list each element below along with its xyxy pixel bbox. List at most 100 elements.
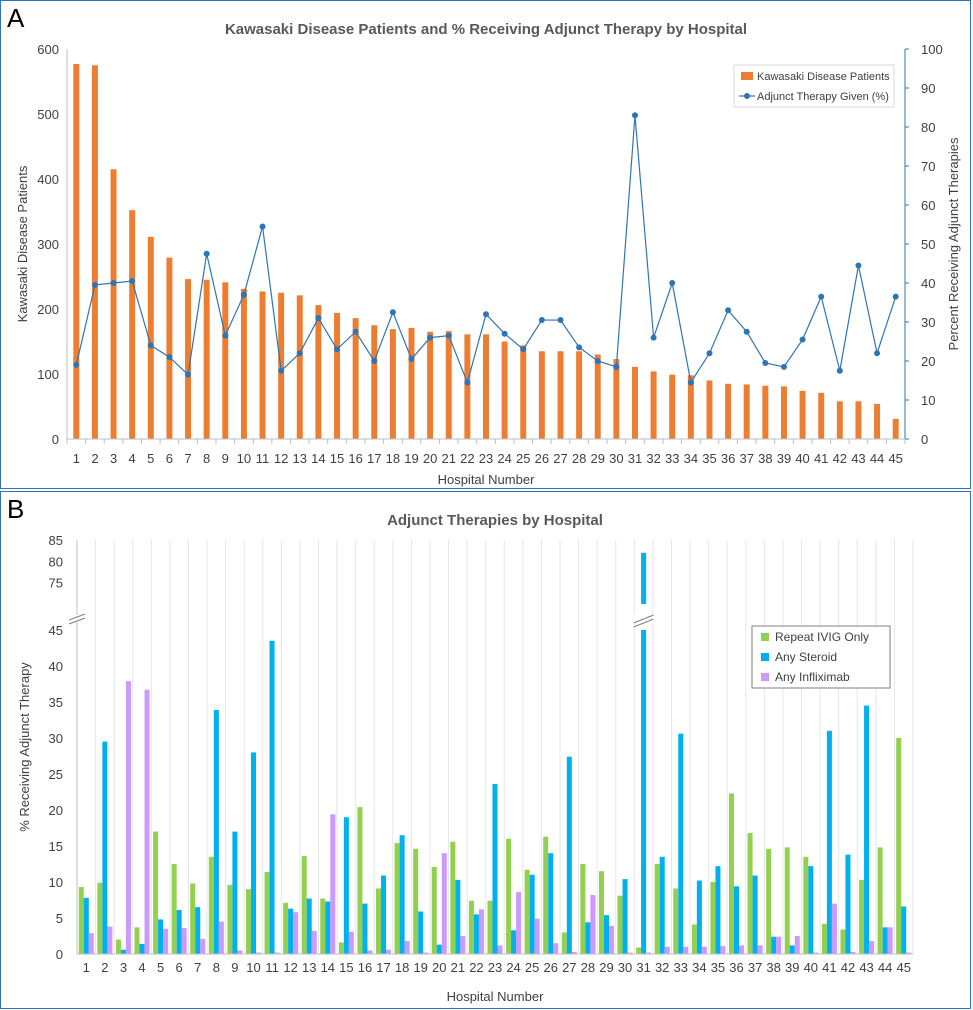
any-infliximab-bar-30 <box>627 952 633 954</box>
any-steroid-bar-9 <box>232 831 238 954</box>
repeat-ivig-only-bar-7 <box>190 883 196 954</box>
b-x-tick-label-17: 17 <box>376 960 390 975</box>
any-steroid-bar-20 <box>436 944 442 954</box>
patients-bar-38 <box>762 385 769 439</box>
b-y-tick-label: 0 <box>56 947 63 962</box>
any-steroid-bar-31 <box>641 630 647 954</box>
adjunct-point-36 <box>725 307 732 314</box>
adjunct-point-30 <box>613 363 620 370</box>
repeat-ivig-only-bar-10 <box>245 889 251 954</box>
b-x-tick-label-35: 35 <box>711 960 725 975</box>
repeat-ivig-only-bar-11 <box>264 871 270 954</box>
repeat-ivig-only-bar-18 <box>394 843 400 954</box>
any-infliximab-bar-26 <box>553 943 559 954</box>
any-infliximab-bar-22 <box>478 909 484 954</box>
patients-bar-3 <box>110 169 117 439</box>
x-tick-label-29: 29 <box>590 451 604 466</box>
repeat-ivig-only-bar-41 <box>821 923 827 954</box>
right-tick-label: 20 <box>921 354 935 369</box>
any-infliximab-bar-42 <box>850 951 856 954</box>
x-tick-label-26: 26 <box>535 451 549 466</box>
any-infliximab-bar-40 <box>813 952 819 954</box>
b-x-tick-label-11: 11 <box>265 960 279 975</box>
legend-b-label-2: Any Infliximab <box>775 670 850 684</box>
right-tick-label: 60 <box>921 198 935 213</box>
b-x-tick-label-44: 44 <box>878 960 892 975</box>
b-x-tick-label-2: 2 <box>101 960 108 975</box>
any-infliximab-bar-10 <box>255 952 262 954</box>
b-x-tick-label-8: 8 <box>213 960 220 975</box>
patients-bar-31 <box>631 366 638 439</box>
patients-bar-4 <box>129 210 136 439</box>
patients-bar-14 <box>315 305 322 439</box>
x-tick-label-38: 38 <box>758 451 772 466</box>
b-x-tick-label-32: 32 <box>655 960 669 975</box>
x-tick-label-36: 36 <box>721 451 735 466</box>
x-tick-label-21: 21 <box>442 451 456 466</box>
legend-a-adjunct: Adjunct Therapy Given (%) <box>757 91 889 103</box>
right-tick-label: 0 <box>921 432 928 447</box>
adjunct-point-12 <box>278 367 285 374</box>
b-x-tick-label-31: 31 <box>636 960 650 975</box>
adjunct-point-29 <box>594 358 601 364</box>
b-x-tick-label-9: 9 <box>231 960 238 975</box>
right-tick-label: 90 <box>921 81 935 96</box>
any-steroid-bar-37 <box>752 875 758 954</box>
x-tick-label-18: 18 <box>386 451 400 466</box>
adjunct-point-32 <box>650 334 657 341</box>
patients-bar-29 <box>594 354 601 439</box>
x-tick-label-28: 28 <box>572 451 586 466</box>
x-tick-label-5: 5 <box>147 451 154 466</box>
any-infliximab-bar-33 <box>683 946 689 954</box>
any-infliximab-bar-35 <box>720 946 726 954</box>
any-infliximab-bar-34 <box>701 946 707 954</box>
repeat-ivig-only-bar-1 <box>78 887 84 954</box>
adjunct-point-25 <box>520 346 527 353</box>
x-tick-label-8: 8 <box>203 451 210 466</box>
x-tick-label-34: 34 <box>684 451 698 466</box>
b-x-tick-label-6: 6 <box>176 960 183 975</box>
any-infliximab-bar-13 <box>311 930 317 954</box>
b-x-tick-label-38: 38 <box>766 960 780 975</box>
bar-break-mark <box>633 618 654 628</box>
repeat-ivig-only-bar-22 <box>468 900 474 954</box>
repeat-ivig-only-bar-27 <box>561 932 567 954</box>
x-tick-label-17: 17 <box>367 451 381 466</box>
any-infliximab-bar-29 <box>608 925 614 954</box>
b-x-tick-label-19: 19 <box>413 960 427 975</box>
any-infliximab-bar-24 <box>516 892 522 954</box>
right-axis-label: Percent Receiving Adjunct Therapies <box>946 137 961 350</box>
b-y-tick-label: 40 <box>49 659 63 674</box>
axis-break-mark <box>68 613 86 621</box>
any-steroid-bar-28 <box>585 922 591 954</box>
any-infliximab-bar-27 <box>571 951 577 954</box>
repeat-ivig-only-bar-42 <box>840 929 846 954</box>
patients-bar-20 <box>427 331 434 439</box>
adjunct-point-11 <box>259 223 266 230</box>
x-tick-label-12: 12 <box>274 451 288 466</box>
repeat-ivig-only-bar-44 <box>877 847 883 954</box>
b-x-tick-label-23: 23 <box>488 960 502 975</box>
x-tick-label-35: 35 <box>702 451 716 466</box>
legend-a: Kawasaki Disease Patients Adjunct Therapy… <box>733 64 895 108</box>
any-infliximab-bar-28 <box>590 894 596 954</box>
any-infliximab-bar-45 <box>906 952 912 954</box>
patients-bar-25 <box>520 345 527 439</box>
any-steroid-bar-15 <box>343 817 349 954</box>
any-infliximab-bar-11 <box>274 952 280 954</box>
adjunct-point-45 <box>892 293 899 300</box>
adjunct-point-38 <box>762 359 769 366</box>
patients-bar-16 <box>352 318 359 439</box>
any-steroid-bar-18 <box>399 835 405 954</box>
adjunct-point-19 <box>408 356 415 363</box>
adjunct-point-27 <box>557 317 564 324</box>
x-tick-label-1: 1 <box>73 451 80 466</box>
patients-bar-34 <box>687 375 694 439</box>
repeat-ivig-only-bar-25 <box>524 869 530 954</box>
any-infliximab-bar-12 <box>293 912 299 954</box>
patients-bar-35 <box>706 380 713 439</box>
patients-bar-5 <box>147 236 154 439</box>
adjunct-point-10 <box>240 291 247 298</box>
any-steroid-bar-10 <box>250 752 256 954</box>
axis-break-gap <box>67 615 87 621</box>
